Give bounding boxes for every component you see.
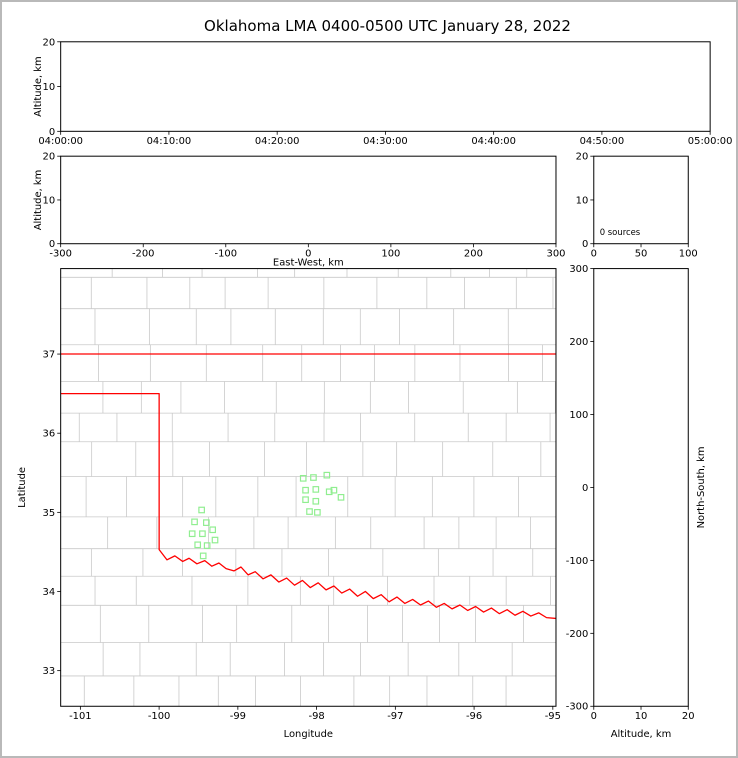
x-tick-label: 200 xyxy=(464,249,483,260)
axes-frame xyxy=(60,155,557,245)
x-tick-label: 04:40:00 xyxy=(471,136,516,147)
y-tick-label: 200 xyxy=(569,337,588,348)
station-markers xyxy=(188,471,345,560)
y-tick-label: 34 xyxy=(43,587,56,598)
x-tick-label: 0 xyxy=(591,711,597,722)
y-tick-label: -300 xyxy=(566,702,589,713)
y-tick-label: 10 xyxy=(576,195,589,206)
y-tick-label: 37 xyxy=(43,350,56,361)
station-marker xyxy=(312,497,320,505)
time-height-panel: 04:00:00 04:10:00 04:20:00 04:30:00 04:40:00… xyxy=(33,37,733,147)
x-tick-label: 04:30:00 xyxy=(363,136,408,147)
station-marker xyxy=(299,474,307,482)
y-axis-label: Altitude, km xyxy=(33,56,44,117)
x-axis-label: East-West, km xyxy=(273,258,344,269)
x-tick-label: 04:50:00 xyxy=(580,136,625,147)
y-tick-label: 300 xyxy=(569,264,588,275)
x-tick-label: -98 xyxy=(308,711,324,722)
figure-title: Oklahoma LMA 0400-0500 UTC January 28, 2… xyxy=(204,17,571,35)
station-marker xyxy=(188,530,196,538)
station-marker xyxy=(302,486,309,494)
x-tick-label: -99 xyxy=(230,711,246,722)
axes-frame xyxy=(60,41,711,132)
ew-height-panel: -300 -200 -100 0 100 200 300 0 10 20 East-West, km… xyxy=(33,152,566,269)
station-marker xyxy=(337,493,345,501)
y-tick-label: 0 xyxy=(582,239,588,250)
x-tick-label: 100 xyxy=(381,249,400,260)
y-tick-label: 20 xyxy=(43,37,56,48)
station-marker xyxy=(310,474,317,481)
x-tick-label: 04:20:00 xyxy=(255,136,300,147)
alt-hist-panel: 0 50 100 0 10 20 0 sources xyxy=(576,152,698,260)
x-tick-label: 300 xyxy=(546,249,565,260)
x-tick-label: -300 xyxy=(49,249,72,260)
axes-frame xyxy=(60,268,557,707)
state-border-line xyxy=(60,392,556,620)
x-tick-label: 04:00:00 xyxy=(38,136,83,147)
x-tick-label: -200 xyxy=(132,249,155,260)
map-content xyxy=(60,268,556,707)
station-marker xyxy=(211,536,219,544)
y-tick-label: 10 xyxy=(43,195,56,206)
y-tick-label: 100 xyxy=(569,410,588,421)
station-marker xyxy=(191,518,198,526)
x-tick-label: -100 xyxy=(148,711,171,722)
x-tick-label: 10 xyxy=(635,711,648,722)
y-tick-label: 20 xyxy=(43,152,56,163)
y-tick-label: 0 xyxy=(49,239,55,250)
x-tick-label: 0 xyxy=(305,249,311,260)
y-tick-label: 0 xyxy=(582,483,588,494)
y-tick-label: -100 xyxy=(566,556,589,567)
station-marker xyxy=(194,541,202,549)
source-count-annotation: 0 sources xyxy=(600,227,640,237)
station-marker xyxy=(203,542,211,549)
station-marker xyxy=(203,519,210,526)
x-tick-label: 0 xyxy=(591,249,597,260)
station-marker xyxy=(199,530,206,538)
y-axis-label-right: North-South, km xyxy=(696,446,707,528)
station-marker xyxy=(325,488,333,496)
station-marker xyxy=(330,486,338,494)
y-tick-label: 0 xyxy=(49,127,55,138)
y-tick-label: 35 xyxy=(43,508,56,519)
county-boundaries xyxy=(60,268,556,707)
y-tick-label: 33 xyxy=(43,666,56,677)
station-marker xyxy=(302,496,309,504)
axes-frame xyxy=(593,268,689,707)
x-tick-label: 20 xyxy=(682,711,695,722)
y-tick-label: 20 xyxy=(576,152,589,163)
station-marker xyxy=(199,552,207,560)
station-marker xyxy=(323,471,331,479)
x-tick-label: 50 xyxy=(635,249,648,260)
y-tick-label: 10 xyxy=(43,82,56,93)
x-tick-label: -101 xyxy=(69,711,92,722)
x-axis-label: Altitude, km xyxy=(611,729,672,740)
station-marker xyxy=(198,506,205,514)
y-axis-label: Latitude xyxy=(17,467,28,508)
x-tick-label: -100 xyxy=(215,249,238,260)
x-tick-label: 04:10:00 xyxy=(147,136,192,147)
station-marker xyxy=(312,486,320,493)
x-tick-label: -97 xyxy=(387,711,403,722)
station-marker xyxy=(314,509,321,516)
x-tick-label: 100 xyxy=(679,249,698,260)
station-marker xyxy=(209,526,216,534)
x-tick-label: 05:00:00 xyxy=(688,136,733,147)
x-tick-label: -96 xyxy=(466,711,482,722)
y-tick-label: -200 xyxy=(566,629,589,640)
y-axis-label: Altitude, km xyxy=(33,170,44,231)
x-axis-label: Longitude xyxy=(284,729,333,740)
station-marker xyxy=(306,508,313,515)
plan-view-panel: -101 -100 -99 -98 -97 -96 -95 33 34 35 36 37 Longitu… xyxy=(17,268,561,740)
ns-height-panel: 0 10 20 -300 -200 -100 0 100 200 300 Altitude, km N… xyxy=(566,264,707,740)
y-tick-label: 36 xyxy=(43,429,56,440)
x-tick-label: -95 xyxy=(545,711,561,722)
